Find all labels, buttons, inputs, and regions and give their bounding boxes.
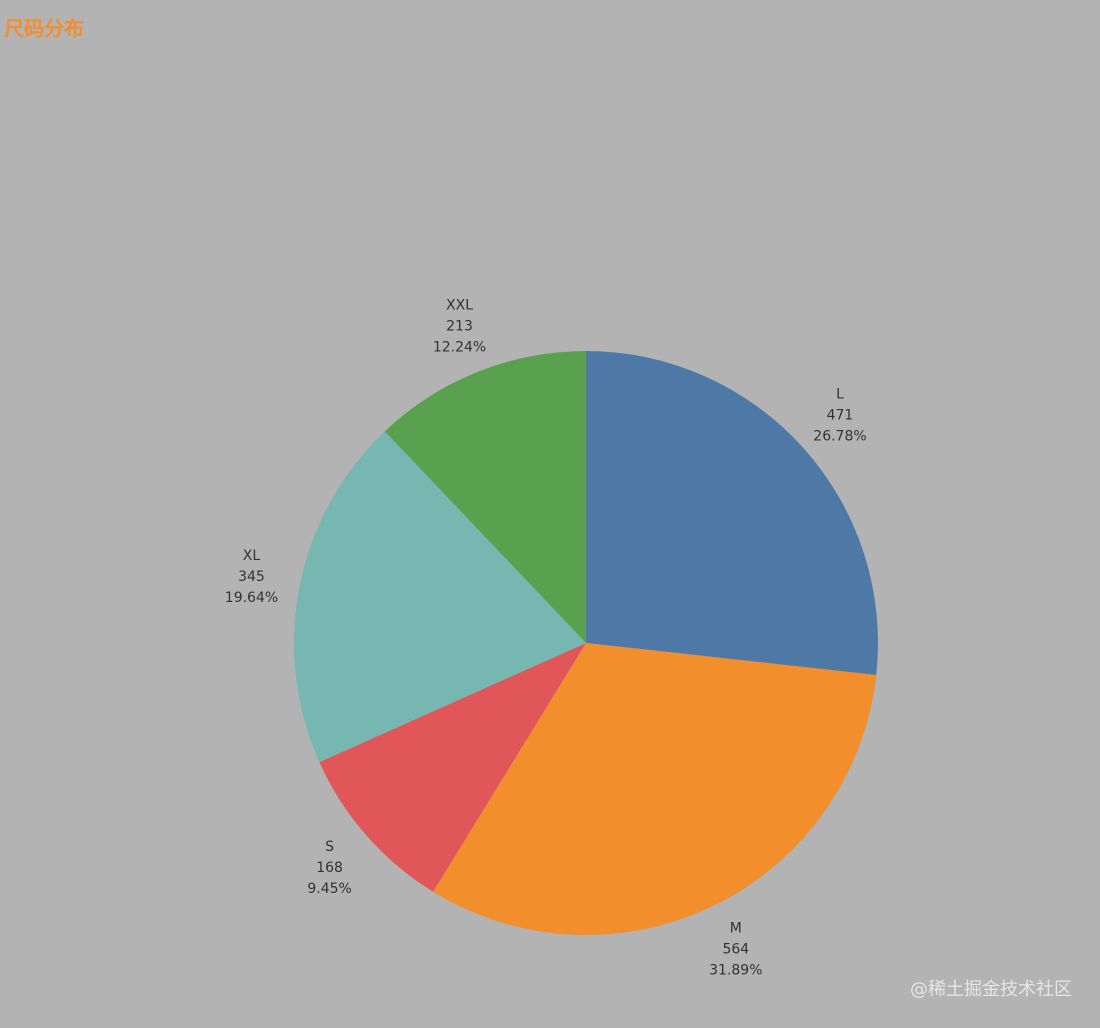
slice-label: L	[836, 386, 844, 402]
slice-value: 213	[446, 318, 473, 334]
slice-label: XXL	[446, 297, 473, 313]
slice-percent: 9.45%	[307, 881, 351, 897]
slice-percent: 19.64%	[225, 590, 278, 606]
slice-label: S	[325, 839, 334, 855]
slice-value: 471	[827, 407, 854, 423]
watermark: @稀土掘金技术社区	[910, 979, 1072, 1000]
pie-slice	[384, 351, 586, 643]
pie-slice	[586, 351, 879, 675]
slice-label: XL	[243, 548, 261, 564]
slice-percent: 31.89%	[709, 962, 762, 978]
slice-value: 564	[722, 941, 749, 957]
pie-slice	[294, 431, 586, 763]
slice-percent: 12.24%	[433, 339, 486, 355]
slice-value: 168	[316, 860, 343, 876]
pie-slice	[433, 643, 877, 935]
slice-percent: 26.78%	[813, 428, 866, 444]
pie-slice	[319, 643, 586, 892]
slice-label: M	[730, 920, 742, 936]
slice-value: 345	[238, 569, 265, 585]
chart-title: 尺码分布	[4, 17, 84, 41]
